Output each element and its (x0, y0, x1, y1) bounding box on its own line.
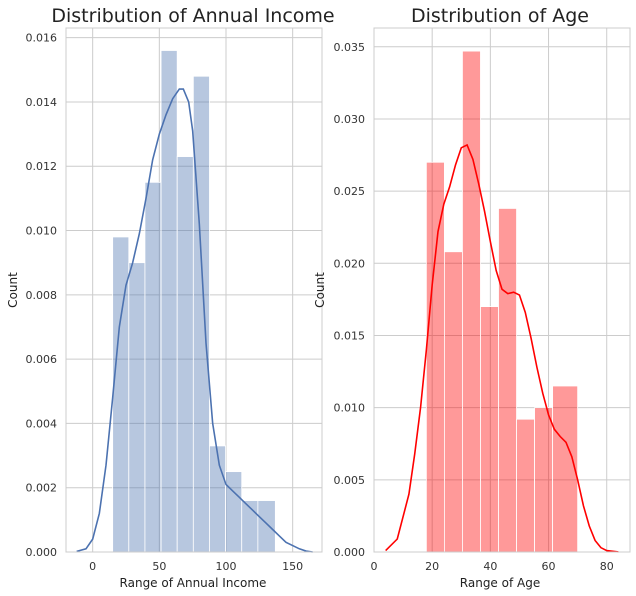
y-tick-label: 0.002 (26, 482, 58, 495)
x-tick-label: 40 (483, 560, 497, 573)
histogram-bar (480, 306, 499, 553)
plot-frame (373, 27, 631, 553)
histogram-bar (257, 500, 276, 553)
x-tick-label: 0 (89, 560, 96, 573)
y-tick-label: 0.010 (334, 402, 366, 415)
y-tick-label: 0.000 (26, 546, 58, 559)
histogram-bar (443, 251, 463, 553)
y-axis-label: Count (313, 272, 327, 308)
y-tick-label: 0.012 (26, 160, 58, 173)
histogram-bar (425, 161, 445, 553)
histogram-bar (176, 156, 194, 553)
y-tick-label: 0.008 (26, 289, 58, 302)
histogram-bar (516, 418, 535, 553)
histogram-bar (160, 50, 178, 553)
kde-line (76, 88, 313, 553)
y-tick-label: 0.025 (334, 185, 366, 198)
x-tick-label: 20 (425, 560, 439, 573)
x-axis-label: Range of Annual Income (120, 576, 267, 590)
y-tick-label: 0.005 (334, 474, 366, 487)
y-tick-label: 0.035 (334, 41, 366, 54)
income-chart: Distribution of Annual Income 0 50 100 150 0… (6, 5, 335, 590)
y-tick-label: 0.030 (334, 113, 366, 126)
y-tick-label: 0.010 (26, 225, 58, 238)
x-tick-label: 60 (542, 560, 556, 573)
histogram-bar (552, 385, 579, 553)
histogram-bar (209, 445, 226, 553)
y-tick-label: 0.000 (334, 546, 366, 559)
x-tick-label: 50 (152, 560, 166, 573)
histogram-bar (144, 181, 162, 553)
y-tick-label: 0.004 (26, 417, 58, 430)
histogram-bar (534, 407, 554, 553)
histogram-bar (498, 208, 517, 553)
y-axis-label: Count (6, 272, 20, 308)
y-tick-label: 0.016 (26, 32, 58, 45)
histogram-bar (462, 50, 481, 553)
histogram-bar (225, 471, 243, 553)
histogram-bar (192, 75, 210, 553)
plot-frame (65, 27, 323, 553)
y-tick-label: 0.020 (334, 257, 366, 270)
x-tick-label: 0 (371, 560, 378, 573)
x-tick-label: 100 (216, 560, 237, 573)
y-tick-label: 0.015 (334, 329, 366, 342)
kde-line (385, 143, 619, 553)
chart-title: Distribution of Annual Income (51, 5, 334, 27)
age-chart: Distribution of Age 0 20 40 60 80 0.000 0.005 0… (313, 5, 631, 590)
y-tick-label: 0.006 (26, 353, 58, 366)
chart-title: Distribution of Age (411, 5, 589, 27)
x-tick-label: 150 (282, 560, 303, 573)
y-tick-label: 0.014 (26, 96, 58, 109)
x-axis-label: Range of Age (460, 576, 540, 590)
x-tick-label: 80 (600, 560, 614, 573)
histogram-bar (128, 262, 146, 553)
